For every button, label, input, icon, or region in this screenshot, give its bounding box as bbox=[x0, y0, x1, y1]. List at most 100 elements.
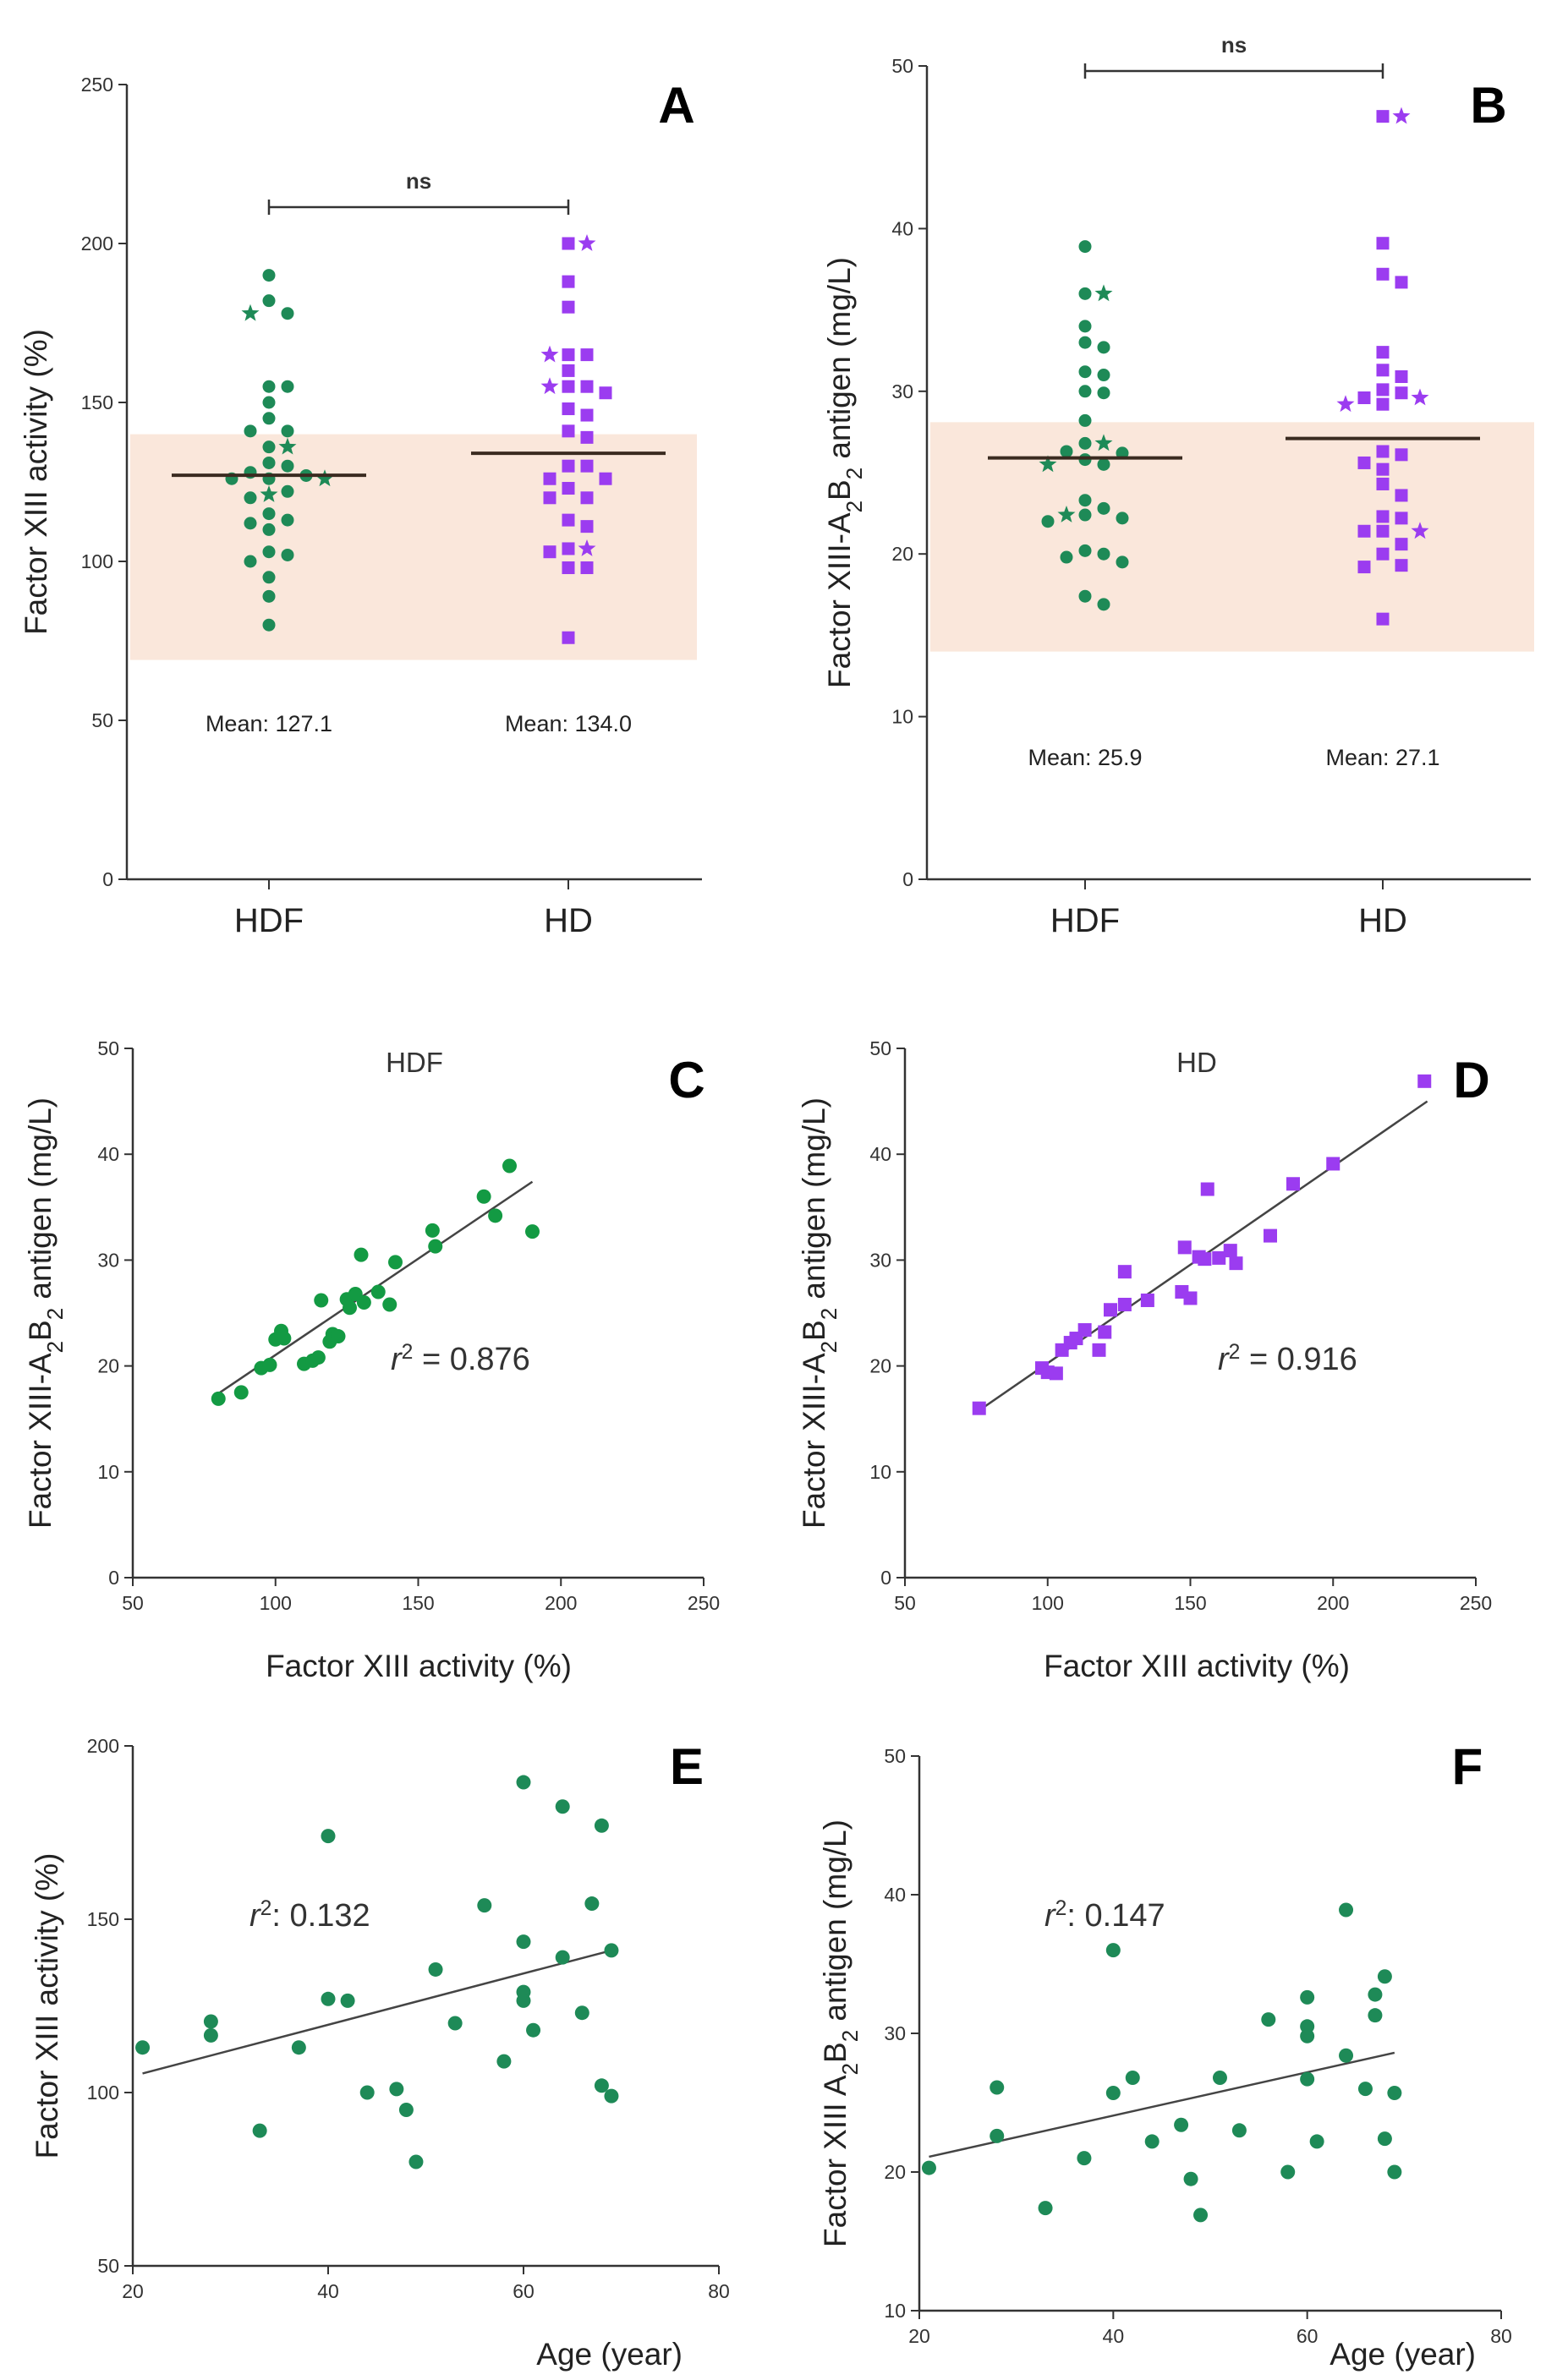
panel-a-y-tick-label: 200 bbox=[81, 233, 113, 254]
panel-b-y-tick-label: 50 bbox=[891, 55, 913, 77]
panel-f-y-axis-title: Factor XIII A2B2 antigen (mg/L) bbox=[818, 1819, 863, 2247]
panel-b-x-category-label: HDF bbox=[1050, 902, 1120, 939]
panel-e-y-axis-title: Factor XIII activity (%) bbox=[30, 1853, 64, 2159]
panel-b-hdf-point bbox=[1078, 365, 1092, 379]
panel-a-y-axis-title: Factor XIII activity (%) bbox=[19, 329, 53, 635]
panel-c-point bbox=[233, 1385, 249, 1400]
panel-a-hdf-point bbox=[281, 484, 294, 498]
panel-a-hdf-point bbox=[244, 424, 257, 438]
panel-d-point bbox=[972, 1401, 986, 1415]
panel-b-hdf-point bbox=[1078, 336, 1092, 349]
panel-e-point bbox=[516, 1993, 531, 2008]
panel-e-point bbox=[398, 2103, 414, 2117]
panel-b-hd-point bbox=[1376, 510, 1390, 523]
panel-f-r-squared-label: r2: 0.147 bbox=[1044, 1897, 1165, 1934]
panel-f-point bbox=[1231, 2123, 1247, 2138]
panel-b-hd-point bbox=[1357, 561, 1371, 574]
panel-a-hdf-point bbox=[262, 440, 276, 454]
panel-c-x-tick-label: 200 bbox=[545, 1592, 577, 1614]
panel-b-hdf-point bbox=[1078, 287, 1092, 300]
panel-b-significance-label: ns bbox=[1221, 32, 1247, 57]
panel-e-x-tick-label: 20 bbox=[122, 2280, 144, 2302]
panel-a-hd-point bbox=[580, 380, 594, 393]
panel-e-x-tick-label: 80 bbox=[708, 2280, 730, 2302]
panel-b-y-tick-label: 20 bbox=[891, 543, 913, 565]
panel-a-hdf-star-point bbox=[241, 304, 260, 321]
panel-b-hd-star-point bbox=[1411, 388, 1429, 406]
panel-b-hd-point bbox=[1376, 237, 1390, 250]
panel-a-hd-point bbox=[543, 545, 556, 559]
panel-c-x-tick-label: 100 bbox=[260, 1592, 292, 1614]
panel-e-x-tick-label: 40 bbox=[317, 2280, 339, 2302]
panel-b-hdf-star-point bbox=[1057, 506, 1076, 523]
panel-d-point bbox=[1417, 1074, 1432, 1088]
panel-f-x-tick-label: 60 bbox=[1297, 2325, 1319, 2347]
panel-c-r-squared-label: r2 = 0.876 bbox=[391, 1341, 530, 1378]
panel-d-point bbox=[1229, 1256, 1243, 1271]
panel-a-hdf-star-point bbox=[278, 437, 297, 455]
panel-c-point bbox=[331, 1329, 346, 1344]
panel-b-hdf-point bbox=[1078, 320, 1092, 333]
panel-f-point bbox=[1357, 2082, 1373, 2097]
panel-c-point bbox=[382, 1297, 397, 1312]
panel-a-hd-point bbox=[562, 380, 575, 393]
panel-c-point bbox=[211, 1391, 226, 1406]
panel-e-point bbox=[604, 2088, 619, 2104]
panel-c-x-tick-label: 150 bbox=[402, 1592, 434, 1614]
panel-b-y-tick-label: 0 bbox=[902, 868, 913, 890]
panel-a-hd-point bbox=[580, 520, 594, 533]
panel-f-point bbox=[1125, 2070, 1140, 2085]
panel-a-y-tick-label: 0 bbox=[102, 868, 113, 890]
panel-d-subtitle: HD bbox=[1176, 1047, 1217, 1078]
panel-f-point bbox=[1077, 2151, 1092, 2166]
panel-c-y-tick-label: 50 bbox=[97, 1037, 119, 1059]
panel-e-point bbox=[496, 2054, 512, 2069]
panel-b-hd-point bbox=[1395, 559, 1408, 572]
panel-b-hdf-point bbox=[1116, 512, 1129, 525]
panel-b-hdf-point bbox=[1078, 385, 1092, 398]
panel-a-hdf-point bbox=[262, 571, 276, 584]
panel-d-x-tick-label: 100 bbox=[1032, 1592, 1064, 1614]
panel-a-hdf-point bbox=[281, 307, 294, 320]
panel-a-hd-point bbox=[562, 561, 575, 575]
panel-d-point bbox=[1077, 1323, 1092, 1338]
panel-b-hdf-point bbox=[1078, 494, 1092, 507]
panel-b-hdf-mean-label: Mean: 25.9 bbox=[1028, 745, 1142, 770]
panel-d-x-tick-label: 250 bbox=[1460, 1592, 1492, 1614]
panel-e-y-tick-label: 150 bbox=[87, 1908, 119, 1930]
panel-c-panel-letter: C bbox=[668, 1052, 704, 1108]
panel-a-hd-point bbox=[562, 631, 575, 644]
panel-f-y-tick-label: 40 bbox=[884, 1884, 906, 1906]
panel-b-hdf-point bbox=[1097, 457, 1110, 471]
panel-a-normal-range-band bbox=[130, 434, 697, 660]
panel-a-hd-star-point bbox=[578, 539, 596, 556]
panel-a-hd-point bbox=[580, 491, 594, 505]
panel-a-hdf-point bbox=[262, 412, 276, 425]
panel-c-point bbox=[428, 1239, 443, 1254]
panel-b-hd-point bbox=[1376, 383, 1390, 397]
panel-a-hdf-point bbox=[262, 456, 276, 469]
panel-e-point bbox=[389, 2082, 404, 2097]
panel-e-point bbox=[594, 2078, 609, 2093]
panel-e-point bbox=[516, 1775, 531, 1790]
panel-a-hd-point bbox=[562, 402, 575, 416]
panel-e-point bbox=[604, 1943, 619, 1958]
panel-d-y-tick-label: 30 bbox=[869, 1249, 891, 1271]
panel-b-hd-point bbox=[1357, 524, 1371, 538]
panel-b-hdf-point bbox=[1097, 386, 1110, 400]
panel-c-x-axis-title: Factor XIII activity (%) bbox=[266, 1649, 572, 1683]
panel-a-hd-point bbox=[562, 459, 575, 473]
panel-f-point bbox=[1309, 2134, 1324, 2149]
panel-a-hd-point bbox=[562, 237, 575, 250]
panel-e-point bbox=[359, 2085, 375, 2100]
panel-e-point bbox=[555, 1799, 570, 1814]
panel-f-y-tick-label: 20 bbox=[884, 2161, 906, 2183]
panel-e-point bbox=[428, 1961, 443, 1977]
panel-b-hd-point bbox=[1357, 391, 1371, 404]
panel-b-y-axis-title: Factor XIII-A2B2 antigen (mg/L) bbox=[822, 257, 867, 688]
panel-a-hdf-point bbox=[281, 459, 294, 473]
panel-a-hdf-point bbox=[262, 589, 276, 603]
panel-b-hd-star-point bbox=[1392, 107, 1411, 124]
panel-b-y-tick-label: 40 bbox=[891, 217, 913, 239]
panel-f-point bbox=[921, 2160, 936, 2175]
